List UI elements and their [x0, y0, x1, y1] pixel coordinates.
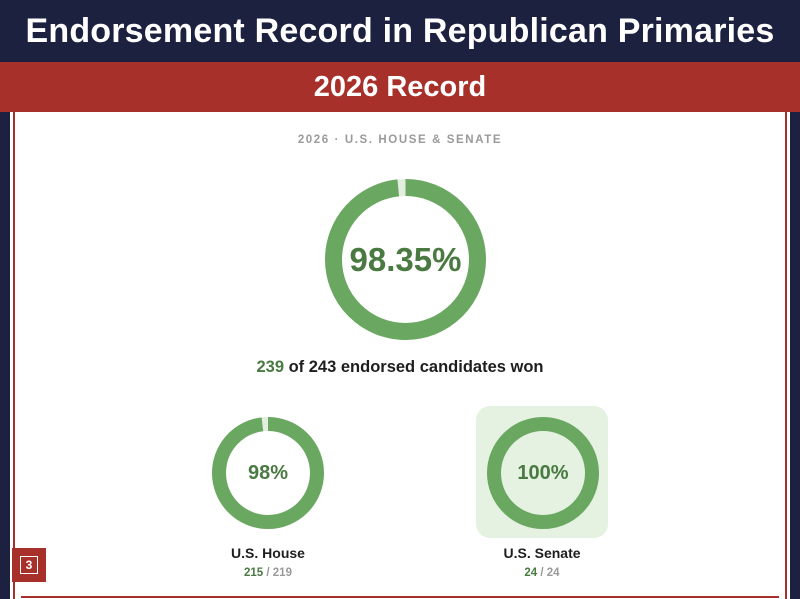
page-number: 3 — [20, 556, 38, 574]
senate-count: 24 / 24 — [442, 567, 642, 579]
senate-label: U.S. Senate — [503, 545, 581, 561]
house-won-count: 215 — [244, 567, 264, 579]
senate-ring-graphic — [487, 417, 599, 529]
house-ring: 98% — [210, 415, 326, 531]
overall-won-count: 239 — [256, 358, 285, 376]
overall-ring-graphic — [325, 179, 486, 340]
overall-percent: 98.35% — [349, 240, 462, 278]
frame-stripe-left — [7, 112, 10, 599]
overall-summary-text: of 243 endorsed candidates won — [284, 358, 544, 376]
title-bar: Endorsement Record in Republican Primari… — [0, 0, 800, 62]
page-number-badge: 3 — [12, 548, 46, 582]
overall-summary: 239 of 243 endorsed candidates won — [21, 358, 779, 377]
frame-accent-left — [13, 112, 15, 599]
page-subtitle: 2026 Record — [313, 70, 487, 103]
frame-accent-right — [785, 112, 787, 599]
overall-ring: 98.35% — [323, 177, 488, 342]
house-label: U.S. House — [231, 545, 305, 561]
senate-total-count: / 24 — [537, 567, 560, 579]
house-percent: 98% — [247, 461, 289, 484]
page-title: Endorsement Record in Republican Primari… — [25, 11, 775, 50]
senate-ring: 100% — [485, 415, 601, 531]
house-count: 215 / 219 — [168, 567, 368, 579]
senate-won-count: 24 — [524, 567, 538, 579]
panel-eyebrow: 2026 · U.S. HOUSE & SENATE — [297, 134, 503, 146]
subtitle-bar: 2026 Record — [0, 62, 800, 112]
frame-stripe-right — [790, 112, 793, 599]
record-panel: 2026 · U.S. HOUSE & SENATE 98.35% 239 of… — [21, 112, 779, 598]
house-total-count: / 219 — [263, 567, 292, 579]
house-ring-graphic — [212, 417, 324, 529]
senate-percent: 100% — [517, 461, 569, 484]
record-frame: 2026 · U.S. HOUSE & SENATE 98.35% 239 of… — [7, 112, 793, 599]
